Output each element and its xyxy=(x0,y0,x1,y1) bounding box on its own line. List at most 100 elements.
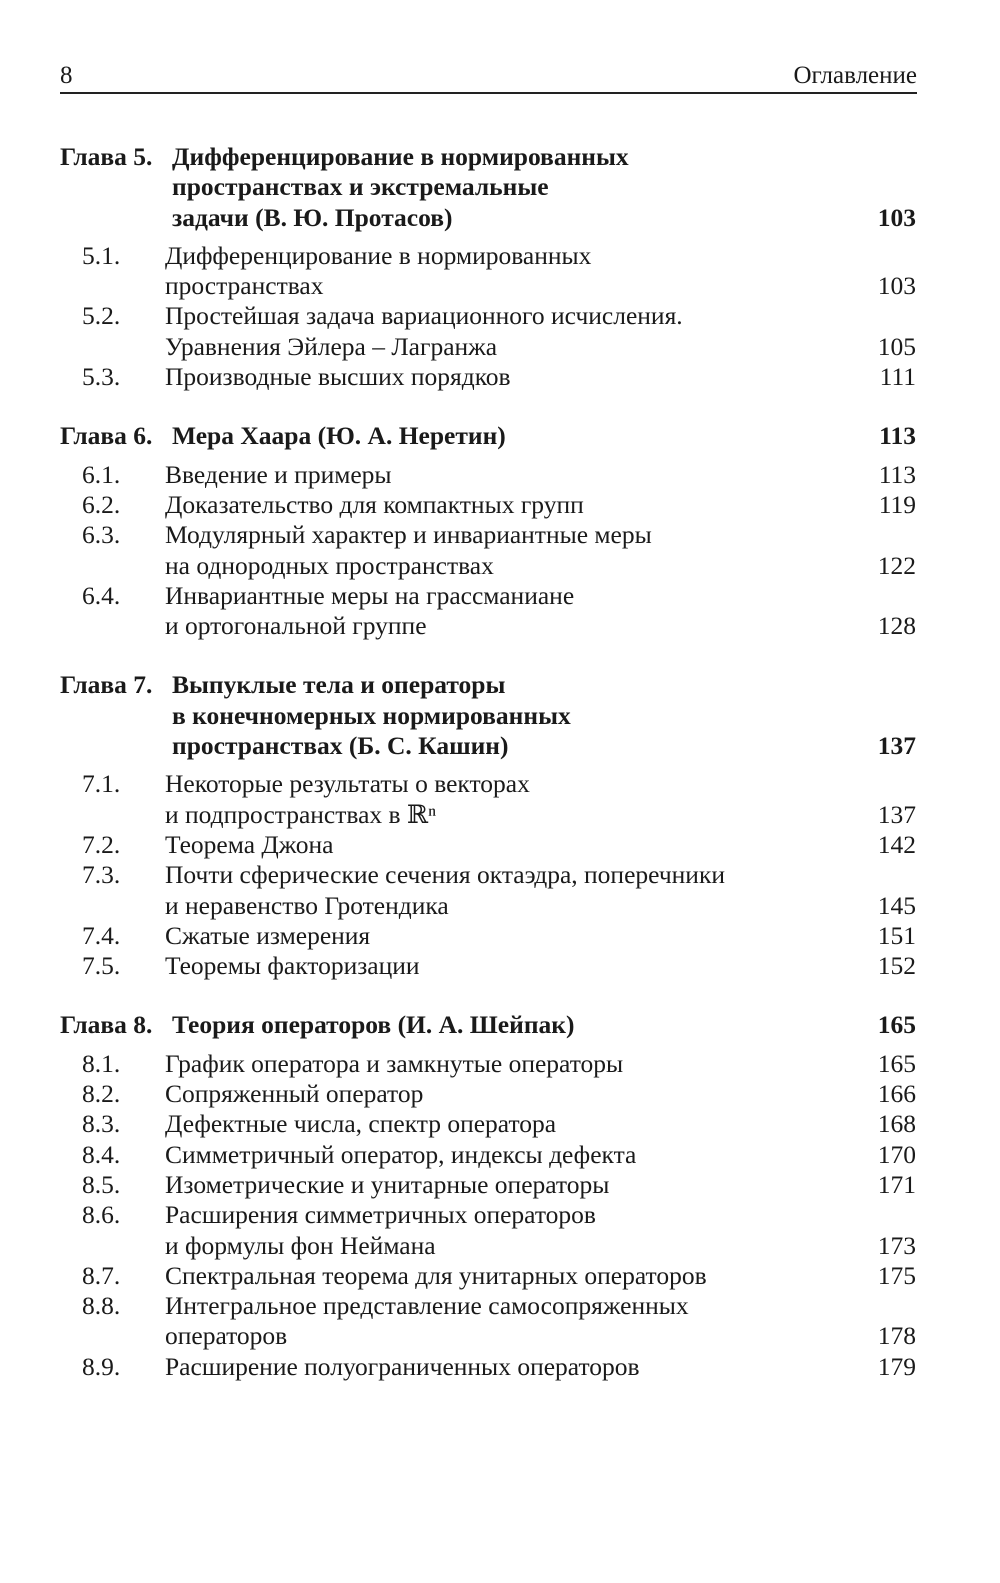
entry-title: Сопряженный оператор xyxy=(165,1079,424,1109)
entry-title: Выпуклые тела и операторы xyxy=(172,670,506,700)
entry-page: 119 xyxy=(878,489,916,519)
section-entry: 7.5. Теоремы факторизации 152 xyxy=(0,951,1000,981)
entry-page: 145 xyxy=(877,890,916,920)
page-number: 8 xyxy=(60,62,73,89)
section-entry: 5.2. Простейшая задача вариационного исчи… xyxy=(0,301,1000,362)
toc-line: 7.2. Теорема Джона 142 xyxy=(0,830,1000,860)
entry-title: Расширения симметричных операторов xyxy=(165,1200,596,1230)
entry-number: 8.3. xyxy=(82,1109,121,1139)
toc-line: 7.1. Некоторые результаты о векторах xyxy=(0,769,1000,799)
entry-number: 6.4. xyxy=(82,580,121,610)
entry-title: Уравнения Эйлера – Лагранжа xyxy=(165,331,498,361)
entry-number: 8.8. xyxy=(82,1291,121,1321)
entry-title: пространствах xyxy=(165,271,324,301)
entry-title: пространствах и экстремальные xyxy=(172,172,549,202)
entry-page: 137 xyxy=(877,731,916,761)
section-entry: 8.9. Расширение полуограниченных оператор… xyxy=(0,1352,1000,1382)
entry-number: Глава 5. xyxy=(60,142,153,171)
entry-number: 7.3. xyxy=(82,860,121,890)
toc-line: 8.5. Изометрические и унитарные операторы… xyxy=(0,1170,1000,1200)
entry-title: и ортогональной группе xyxy=(165,611,427,641)
section-entry: 7.4. Сжатые измерения 151 xyxy=(0,921,1000,951)
entry-number: 7.1. xyxy=(82,769,121,799)
entry-page: 151 xyxy=(877,920,916,950)
section-entry: 7.3. Почти сферические сечения октаэдра, … xyxy=(0,860,1000,921)
toc-line: и неравенство Гротендика 145 xyxy=(0,891,1000,921)
entry-title: Инвариантные меры на грассманиане xyxy=(165,580,575,610)
toc-line: 7.4. Сжатые измерения 151 xyxy=(0,921,1000,951)
section-entry: 8.7. Спектральная теорема для унитарных о… xyxy=(0,1261,1000,1291)
toc-line: 8.1. График оператора и замкнутые операто… xyxy=(0,1049,1000,1079)
entry-page: 166 xyxy=(877,1079,916,1109)
entry-number: 5.1. xyxy=(82,240,121,270)
entry-number: 7.5. xyxy=(82,951,121,981)
entry-title: в конечномерных нормированных xyxy=(172,700,571,730)
entry-number: 7.4. xyxy=(82,920,121,950)
entry-number: 8.5. xyxy=(82,1169,121,1199)
toc-line: Глава 5. Дифференцирование в нормированны… xyxy=(0,142,1000,172)
entry-title: Теоремы факторизации xyxy=(165,951,420,981)
toc-line: пространствах 103 xyxy=(0,271,1000,301)
toc-line: 5.1. Дифференцирование в нормированных xyxy=(0,241,1000,271)
entry-number: Глава 8. xyxy=(60,1010,153,1040)
section-entry: 7.1. Некоторые результаты о векторах и под… xyxy=(0,769,1000,830)
toc-line: и формулы фон Неймана 173 xyxy=(0,1231,1000,1261)
toc-line: 6.1. Введение и примеры 113 xyxy=(0,460,1000,490)
header-rule xyxy=(60,92,917,94)
entry-page: 142 xyxy=(877,829,916,859)
entry-title: Мера Хаара (Ю. А. Неретин) xyxy=(172,421,506,451)
entry-title: Дифференцирование в нормированных xyxy=(172,142,629,171)
section-entry: 5.1. Дифференцирование в нормированных про… xyxy=(0,241,1000,302)
entry-page: 113 xyxy=(879,421,916,451)
entry-title: Простейшая задача вариационного исчислен… xyxy=(165,301,683,331)
entry-page: 165 xyxy=(877,1010,916,1040)
section-entry: 8.8. Интегральное представление самосопря… xyxy=(0,1291,1000,1352)
toc-line: на однородных пространствах 122 xyxy=(0,551,1000,581)
chapter-entry: Глава 7. Выпуклые тела и операторы в конеч… xyxy=(0,670,1000,761)
entry-page: 173 xyxy=(877,1230,916,1260)
entry-title: Почти сферические сечения октаэдра, попе… xyxy=(165,860,725,890)
toc-line: в конечномерных нормированных xyxy=(0,701,1000,731)
entry-page: 137 xyxy=(877,799,916,829)
entry-title: Дефектные числа, спектр оператора xyxy=(165,1109,557,1139)
entry-page: 103 xyxy=(877,271,916,301)
chapter-entry: Глава 5. Дифференцирование в нормированны… xyxy=(0,142,1000,233)
entry-number: 7.2. xyxy=(82,829,121,859)
entry-title: на однородных пространствах xyxy=(165,550,494,580)
toc-line: 8.9. Расширение полуограниченных оператор… xyxy=(0,1352,1000,1382)
toc-line: 8.2. Сопряженный оператор 166 xyxy=(0,1079,1000,1109)
entry-title: и формулы фон Неймана xyxy=(165,1230,436,1260)
toc-line: Глава 6. Мера Хаара (Ю. А. Неретин) 113 xyxy=(0,421,1000,451)
toc-line: задачи (В. Ю. Протасов) 103 xyxy=(0,203,1000,233)
entry-title: Модулярный характер и инвариантные меры xyxy=(165,520,652,550)
entry-page: 170 xyxy=(877,1139,916,1169)
entry-title: Доказательство для компактных групп xyxy=(165,489,584,519)
entry-page: 165 xyxy=(877,1048,916,1078)
toc-line: 5.2. Простейшая задача вариационного исчи… xyxy=(0,301,1000,331)
toc-line: Глава 7. Выпуклые тела и операторы xyxy=(0,670,1000,700)
toc-line: Глава 8. Теория операторов (И. А. Шейпак)… xyxy=(0,1010,1000,1040)
toc-line: 8.4. Симметричный оператор, индексы дефек… xyxy=(0,1140,1000,1170)
entry-title: пространствах (Б. С. Кашин) xyxy=(172,731,509,761)
toc-line: и подпространствах в ℝⁿ 137 xyxy=(0,800,1000,830)
entry-title: Расширение полуограниченных операторов xyxy=(165,1351,640,1381)
section-entry: 6.3. Модулярный характер и инвариантные м… xyxy=(0,520,1000,581)
table-of-contents: Глава 5. Дифференцирование в нормированны… xyxy=(0,142,1000,1382)
entry-title: График оператора и замкнутые операторы xyxy=(165,1048,624,1078)
entry-number: 8.1. xyxy=(82,1048,121,1078)
entry-page: 128 xyxy=(877,611,916,641)
section-entry: 5.3. Производные высших порядков 111 xyxy=(0,362,1000,392)
entry-title: операторов xyxy=(165,1321,288,1351)
entry-page: 111 xyxy=(879,362,916,392)
section-entry: 8.2. Сопряженный оператор 166 xyxy=(0,1079,1000,1109)
toc-line: Уравнения Эйлера – Лагранжа 105 xyxy=(0,332,1000,362)
section-entry: 8.4. Симметричный оператор, индексы дефек… xyxy=(0,1140,1000,1170)
toc-line: операторов 178 xyxy=(0,1321,1000,1351)
entry-title: Изометрические и унитарные операторы xyxy=(165,1169,610,1199)
entry-page: 103 xyxy=(877,202,916,232)
entry-page: 175 xyxy=(877,1260,916,1290)
entry-number: 8.2. xyxy=(82,1079,121,1109)
toc-line: 6.3. Модулярный характер и инвариантные м… xyxy=(0,520,1000,550)
entry-number: 5.2. xyxy=(82,301,121,331)
entry-title: и неравенство Гротендика xyxy=(165,890,449,920)
